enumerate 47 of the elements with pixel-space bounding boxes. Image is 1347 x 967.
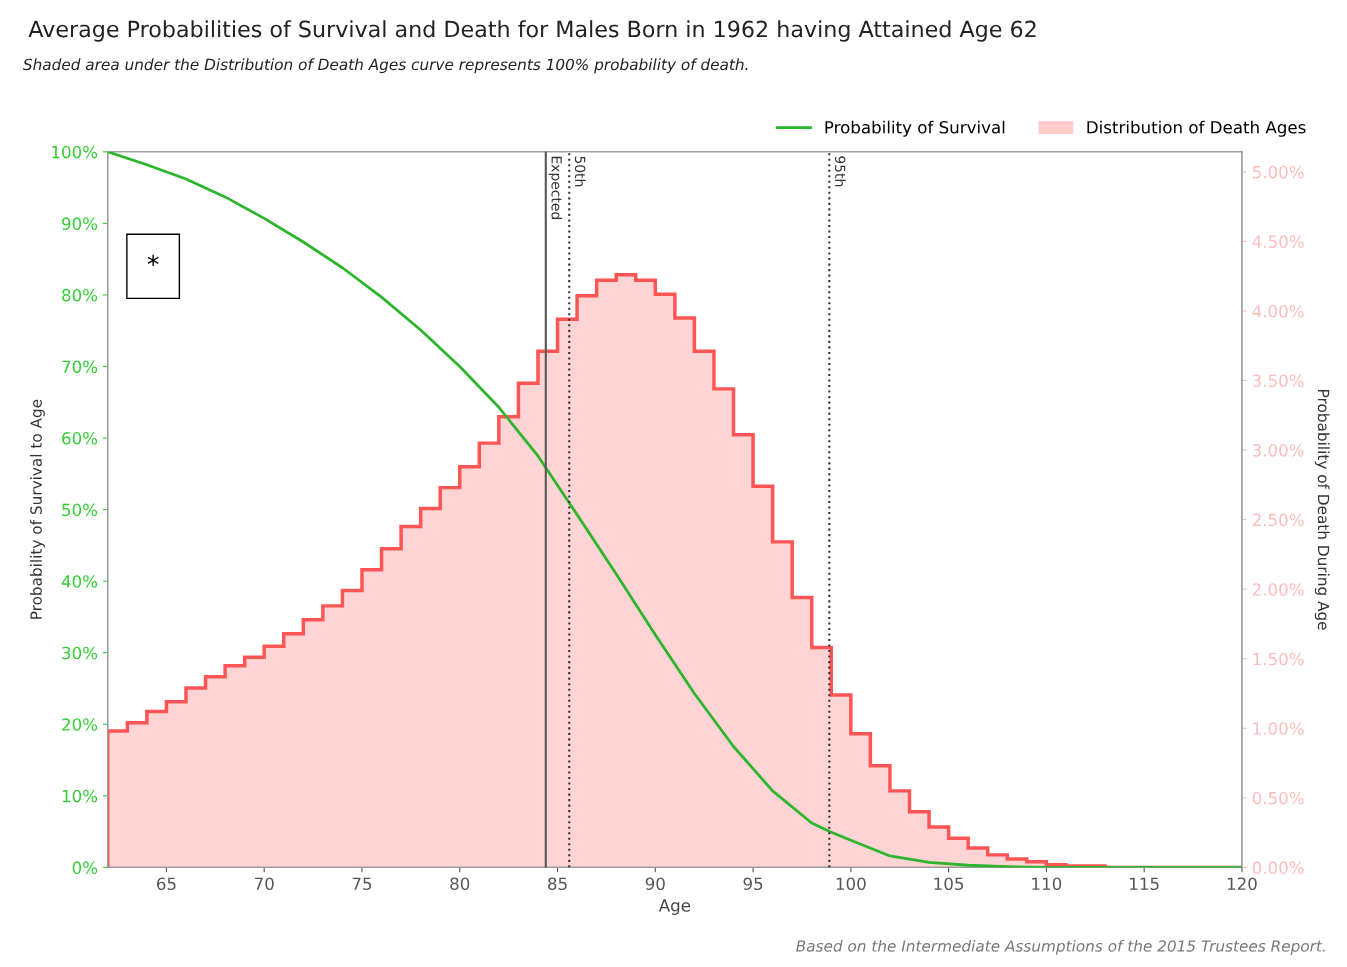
y-tick-label: 0% — [72, 861, 98, 874]
x-tick-label: 75 — [352, 877, 372, 891]
x-tick-label: 105 — [934, 877, 964, 891]
y2-tick-label: 0.00% — [1252, 861, 1304, 874]
y2-tick-label: 2.00% — [1252, 583, 1304, 596]
x-tick-label: 90 — [645, 877, 665, 891]
x-tick-label: 95 — [743, 877, 763, 891]
y-tick-label: 40% — [61, 575, 98, 588]
y2-tick-label: 1.50% — [1253, 652, 1304, 666]
ref-line-label: 50th — [574, 156, 586, 187]
y-tick-label: 70% — [62, 360, 98, 374]
y-tick-label: 20% — [62, 718, 98, 731]
y-tick-label: 30% — [62, 646, 98, 660]
x-axis-title: Age — [658, 899, 691, 915]
y-tick-label: 80% — [62, 288, 98, 302]
ref-line-label: Expected — [548, 156, 563, 219]
x-tick-label: 100 — [836, 877, 866, 891]
x-tick-label: 110 — [1032, 877, 1062, 891]
y2-tick-label: 1.00% — [1253, 722, 1304, 735]
y-tick-label: 100% — [52, 145, 98, 159]
y2-axis-title: Probability of Death During Age — [1314, 390, 1330, 630]
ref-line-label: 95th — [834, 156, 846, 187]
legend-label: Probability of Survival — [825, 120, 1005, 137]
y2-tick-label: 3.00% — [1252, 444, 1304, 457]
chart-title: Average Probabilities of Survival and Death for Males Born in 1962 having Attained Age 62 — [28, 20, 1036, 42]
y2-tick-label: 3.50% — [1252, 374, 1304, 388]
x-tick-label: 115 — [1130, 877, 1159, 891]
annotation: * — [147, 254, 159, 267]
line-series — [107, 151, 1242, 868]
x-tick-label: 70 — [254, 877, 274, 891]
x-tick-label: 120 — [1227, 877, 1257, 891]
chart-subtitle: Shaded area under the Distribution of Death Ages curve represents 100% probability of death. — [22, 58, 748, 74]
y-tick-label: 60% — [62, 432, 98, 445]
x-tick-label: 85 — [548, 877, 567, 891]
y2-tick-label: 5.00% — [1252, 165, 1304, 179]
x-tick-label: 80 — [450, 877, 470, 891]
x-tick-label: 65 — [156, 877, 176, 891]
y2-tick-label: 0.50% — [1252, 791, 1304, 805]
legend-label: Distribution of Death Ages — [1087, 120, 1306, 137]
y2-tick-label: 2.50% — [1252, 513, 1304, 527]
y2-tick-label: 4.00% — [1252, 304, 1304, 318]
y-tick-label: 10% — [62, 789, 98, 803]
y2-tick-label: 4.50% — [1252, 235, 1304, 248]
y-axis-title: Probability of Survival to Age — [30, 399, 45, 619]
y-tick-label: 90% — [62, 217, 98, 230]
y-tick-label: 50% — [62, 503, 98, 517]
text: Based on the Intermediate Assumptions of the 2015 Trustees Report. — [796, 939, 1325, 955]
